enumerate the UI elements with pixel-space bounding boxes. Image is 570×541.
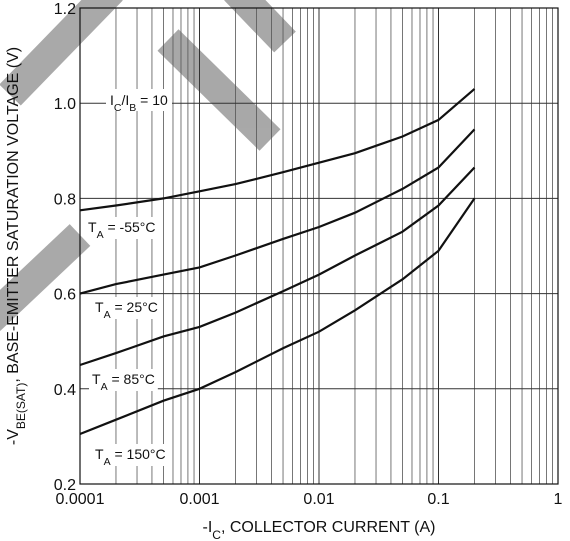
- series-line: [79, 166, 476, 367]
- y-tick-label: 1.0: [54, 96, 76, 113]
- y-axis-label-part: BE(SAT): [14, 383, 28, 429]
- annotation-part: /I: [121, 92, 129, 108]
- series-label-part: T: [88, 219, 97, 235]
- series-label-part: = 85°C: [108, 371, 155, 387]
- series-label-part: T: [92, 371, 101, 387]
- label-bg: [89, 369, 158, 391]
- x-axis-label-part: -I: [203, 519, 213, 536]
- series-label-part: = -55°C: [104, 219, 156, 235]
- annotation-part: I: [110, 92, 114, 108]
- y-axis-label-part: , BASE-EMITTER SATURATION VOLTAGE (V): [5, 47, 22, 383]
- y-axis-label-part: -V: [5, 429, 22, 445]
- label-bg: [92, 297, 161, 319]
- series-label-part: A: [97, 229, 104, 241]
- y-tick-label: 0.4: [54, 382, 76, 399]
- series-line: [79, 88, 476, 212]
- series-label-part: A: [101, 381, 108, 393]
- series-line: [79, 128, 476, 295]
- series-label: TA = 25°C: [95, 299, 158, 321]
- series-label: TA = -55°C: [88, 219, 155, 241]
- watermark: [0, 0, 296, 331]
- annotation-part: C: [114, 102, 122, 114]
- x-tick-label: 0.0001: [56, 491, 105, 508]
- series-label-part: = 25°C: [111, 299, 158, 315]
- annotation-part: = 10: [136, 92, 168, 108]
- series-label-part: T: [95, 299, 104, 315]
- x-tick-label: 0.01: [303, 491, 334, 508]
- series-label-part: A: [104, 309, 111, 321]
- x-axis-label-part: C: [212, 528, 221, 541]
- x-axis-label-part: , COLLECTOR CURRENT (A): [221, 519, 436, 536]
- y-tick-label: 0.2: [54, 477, 76, 494]
- y-tick-label: 0.8: [54, 191, 76, 208]
- y-axis-label: -VBE(SAT), BASE-EMITTER SATURATION VOLTA…: [5, 47, 28, 445]
- label-bg: [85, 217, 159, 239]
- label-bg: [92, 444, 169, 466]
- annotation-part: B: [129, 102, 136, 114]
- series-label-part: = 150°C: [111, 446, 166, 462]
- y-tick-label: 0.6: [54, 287, 76, 304]
- series-label-part: A: [104, 456, 111, 468]
- x-tick-label: 0.1: [427, 491, 449, 508]
- series-label: TA = 85°C: [92, 371, 155, 393]
- x-tick-label: 1: [554, 491, 563, 508]
- label-bg: [106, 89, 173, 111]
- series-label: TA = 150°C: [95, 446, 166, 468]
- annotation: IC/IB = 10: [110, 92, 168, 114]
- series-line: [79, 197, 476, 436]
- series-label-part: T: [95, 446, 104, 462]
- plot-frame: [79, 7, 559, 485]
- y-tick-label: 1.2: [54, 1, 76, 18]
- x-tick-label: 0.001: [179, 491, 219, 508]
- x-axis-label: -IC, COLLECTOR CURRENT (A): [203, 519, 436, 541]
